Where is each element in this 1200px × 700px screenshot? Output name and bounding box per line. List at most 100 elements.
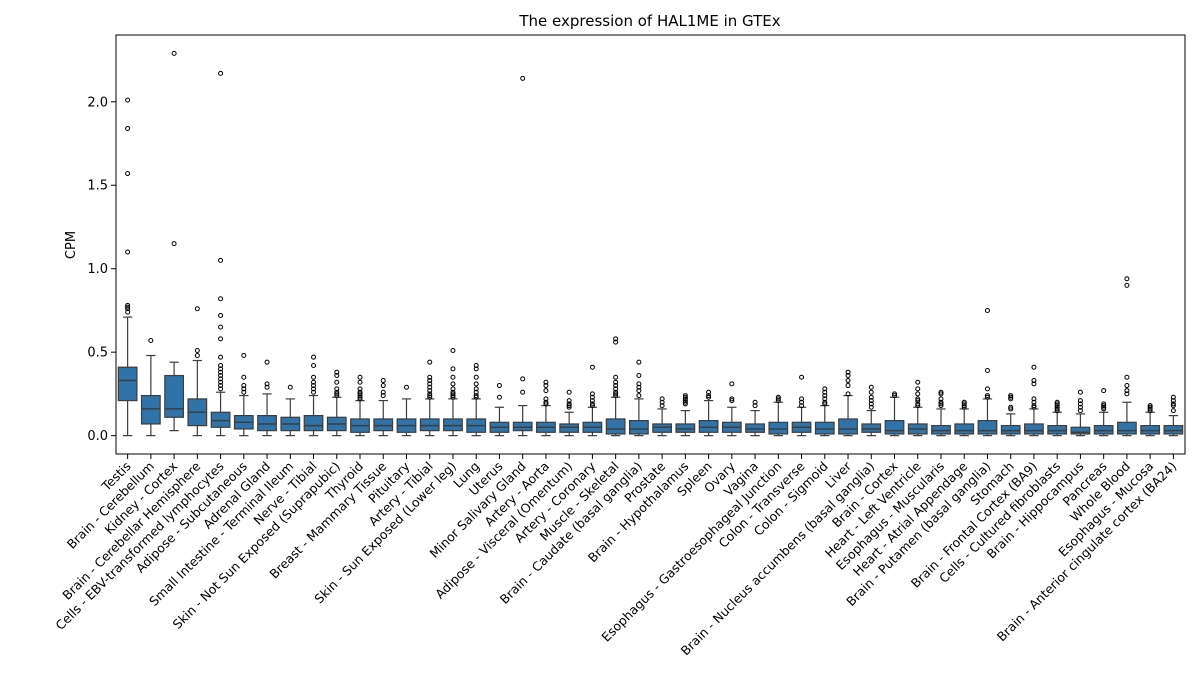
outlier-point	[1170, 401, 1176, 407]
box-41	[1070, 426, 1091, 435]
outlier-point	[380, 383, 386, 389]
outlier-point	[1170, 408, 1176, 414]
outlier-point	[427, 384, 433, 390]
outlier-point	[822, 386, 828, 392]
outlier-point	[868, 398, 874, 404]
outlier-point	[125, 309, 131, 315]
outlier-point	[868, 394, 874, 400]
box-6	[257, 415, 277, 432]
outlier-point	[171, 50, 177, 56]
outlier-point	[1170, 403, 1176, 409]
outlier-point	[334, 391, 340, 397]
outlier-point	[1031, 403, 1037, 409]
outlier-point	[311, 383, 317, 389]
outlier-point	[1101, 403, 1107, 409]
outlier-point	[868, 401, 874, 407]
outlier-point	[589, 401, 595, 407]
box-38	[1000, 425, 1021, 435]
outlier-point	[357, 394, 363, 400]
outlier-point	[1124, 388, 1130, 394]
outlier-point	[961, 404, 967, 410]
outlier-point	[915, 396, 921, 402]
outlier-point	[682, 394, 688, 400]
y-tick-label: 1.0	[87, 262, 108, 277]
box-44	[1140, 425, 1161, 435]
box-17	[512, 421, 533, 432]
outlier-point	[1031, 404, 1037, 410]
outlier-point	[915, 379, 921, 385]
outlier-point	[892, 391, 898, 397]
outlier-point	[450, 394, 456, 400]
outlier-point	[357, 396, 363, 402]
outlier-point	[264, 384, 270, 390]
outlier-point	[218, 379, 224, 385]
outlier-point	[799, 403, 805, 409]
outlier-point	[1147, 408, 1153, 414]
outlier-point	[194, 348, 200, 354]
outlier-point	[729, 381, 735, 387]
outlier-point	[218, 376, 224, 382]
outlier-point	[1101, 388, 1107, 394]
outlier-point	[775, 396, 781, 402]
outlier-point	[311, 354, 317, 360]
outlier-point	[613, 393, 619, 399]
outlier-point	[264, 359, 270, 365]
outlier-point	[682, 398, 688, 404]
outlier-point	[613, 374, 619, 380]
outlier-point	[1008, 396, 1014, 402]
box-21	[605, 418, 626, 435]
outlier-point	[473, 363, 479, 369]
outlier-point	[845, 391, 851, 397]
outlier-point	[473, 366, 479, 372]
box-31	[838, 418, 858, 435]
outlier-point	[566, 398, 572, 404]
outlier-point	[868, 384, 874, 390]
box-4	[210, 411, 231, 428]
outlier-point	[264, 381, 270, 387]
outlier-point	[171, 241, 177, 247]
outlier-point	[636, 384, 642, 390]
box-19	[559, 423, 580, 433]
outlier-point	[473, 393, 479, 399]
outlier-point	[1124, 391, 1130, 397]
outlier-point	[775, 394, 781, 400]
outlier-point	[357, 374, 363, 380]
outlier-point	[1124, 282, 1130, 288]
outlier-point	[241, 353, 247, 359]
outlier-point	[636, 381, 642, 387]
outlier-point	[984, 393, 990, 399]
outlier-point	[1054, 399, 1060, 405]
y-tick-label: 1.5	[87, 179, 108, 194]
outlier-point	[1031, 399, 1037, 405]
box-23	[652, 423, 673, 433]
outlier-point	[450, 391, 456, 397]
outlier-point	[706, 389, 712, 395]
outlier-point	[334, 369, 340, 375]
box-40	[1047, 425, 1068, 435]
outlier-point	[311, 379, 317, 385]
y-tick-label: 2.0	[87, 95, 108, 110]
outlier-point	[868, 404, 874, 410]
outlier-point	[543, 383, 549, 389]
box-25	[698, 420, 719, 433]
outlier-point	[938, 391, 944, 397]
outlier-point	[357, 379, 363, 385]
outlier-point	[543, 396, 549, 402]
outlier-point	[1008, 394, 1014, 400]
box-2	[164, 374, 184, 418]
outlier-point	[1077, 408, 1083, 414]
outlier-point	[357, 386, 363, 392]
outlier-point	[311, 363, 317, 369]
outlier-point	[775, 398, 781, 404]
outlier-point	[450, 393, 456, 399]
box-45	[1163, 425, 1184, 435]
outlier-point	[427, 394, 433, 400]
outlier-point	[241, 374, 247, 380]
outlier-point	[450, 366, 456, 372]
outlier-point	[334, 373, 340, 379]
outlier-point	[752, 399, 758, 405]
box-8	[303, 415, 324, 432]
box-32	[861, 423, 882, 433]
outlier-point	[984, 394, 990, 400]
